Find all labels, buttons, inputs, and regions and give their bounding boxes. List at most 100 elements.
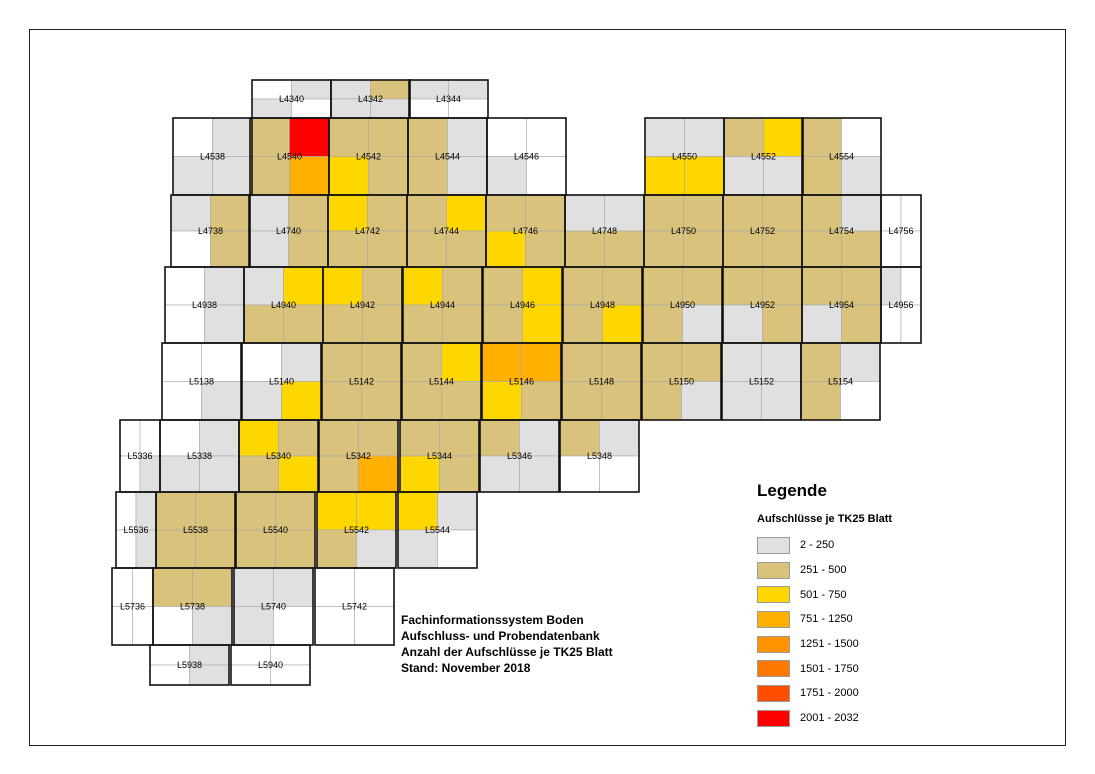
legend-item: 1751 - 2000	[757, 681, 987, 706]
sheet-label: L5544	[425, 525, 450, 535]
sheet-quadrant	[840, 342, 881, 382]
legend-item: 1501 - 1750	[757, 656, 987, 681]
sheet-label: L5140	[269, 377, 294, 387]
sheet-quadrant	[526, 156, 567, 196]
sheet-quadrant	[525, 230, 566, 268]
sheet-quadrant	[111, 606, 133, 646]
sheet-quadrant	[316, 491, 357, 531]
sheet-quadrant	[562, 304, 603, 344]
sheet-quadrant	[248, 230, 289, 268]
sheet-quadrant	[281, 381, 322, 421]
map-info-text: Fachinformationssystem Boden Aufschluss-…	[401, 612, 613, 676]
sheet-label: L4546	[514, 152, 539, 162]
sheet-quadrant	[204, 304, 245, 344]
sheet-quadrant	[233, 606, 274, 646]
sheet-label: L5142	[349, 377, 374, 387]
sheet-border	[314, 567, 395, 646]
sheet-quadrant	[161, 342, 202, 382]
sheet-label: L5536	[123, 525, 148, 535]
sheet-border	[230, 644, 311, 686]
sheet-label: L5148	[589, 377, 614, 387]
legend-item-label: 2001 - 2032	[800, 712, 859, 725]
sheet-quadrant	[201, 381, 242, 421]
sheet-quadrant	[482, 304, 523, 344]
sheet-quadrant	[479, 455, 520, 493]
sheet-quadrant	[368, 117, 409, 157]
sheet-quadrant	[273, 606, 314, 646]
sheet-quadrant	[486, 156, 527, 196]
sheet-quadrant	[721, 342, 762, 382]
sheet-label: L4954	[829, 300, 854, 310]
sheet-quadrant	[407, 156, 448, 196]
sheet-quadrant	[249, 117, 290, 157]
sheet-label: L4948	[590, 300, 615, 310]
sheet-quadrant	[604, 230, 645, 268]
sheet-label: L4738	[198, 226, 223, 236]
sheet-label: L4544	[435, 152, 460, 162]
sheet-quadrant	[762, 304, 803, 344]
sheet-quadrant	[243, 304, 284, 344]
sheet-quadrant	[397, 529, 438, 569]
sheet-quadrant	[139, 455, 161, 493]
sheet-quadrant	[762, 230, 803, 268]
sheet-quadrant	[249, 156, 290, 196]
sheet-label: L4944	[430, 300, 455, 310]
sheet-label: L4754	[829, 226, 854, 236]
legend-items: 2 - 250 251 - 500 501 - 750 751 - 1250 1…	[757, 533, 987, 731]
sheet-quadrant	[288, 194, 329, 232]
sheet-label: L4950	[670, 300, 695, 310]
sheet-quadrant	[328, 156, 369, 196]
legend-item: 501 - 750	[757, 582, 987, 607]
sheet-border	[559, 419, 640, 493]
sheet-quadrant	[722, 304, 763, 344]
sheet-quadrant	[644, 156, 685, 196]
sheet-quadrant	[288, 230, 329, 268]
sheet-quadrant	[401, 381, 442, 421]
sheet-label: L4540	[277, 152, 302, 162]
sheet-label: L4554	[829, 152, 854, 162]
sheet-border	[397, 491, 478, 569]
sheet-quadrant	[722, 194, 763, 232]
sheet-quadrant	[328, 117, 369, 157]
sheet-quadrant	[135, 529, 157, 569]
sheet-quadrant	[442, 304, 483, 344]
sheet-quadrant	[318, 455, 359, 493]
sheet-label: L4552	[751, 152, 776, 162]
sheet-quadrant	[278, 455, 319, 493]
legend-swatch	[757, 635, 790, 653]
sheet-quadrant	[441, 381, 482, 421]
sheet-quadrant	[681, 381, 722, 421]
sheet-quadrant	[441, 342, 482, 382]
sheet-quadrant	[119, 455, 141, 493]
sheet-quadrant	[723, 156, 764, 196]
sheet-label: L5340	[266, 451, 291, 461]
sheet-quadrant	[212, 156, 253, 196]
sheet-quadrant	[599, 455, 640, 493]
sheet-quadrant	[447, 156, 488, 196]
sheet-quadrant	[841, 117, 882, 157]
sheet-label: L4344	[436, 94, 461, 104]
sheet-quadrant	[368, 156, 409, 196]
sheet-label: L5150	[669, 377, 694, 387]
sheet-label: L4942	[350, 300, 375, 310]
sheet-quadrant	[801, 304, 842, 344]
sheet-label: L4542	[356, 152, 381, 162]
sheet-quadrant	[210, 230, 251, 268]
sheet-quadrant	[763, 156, 804, 196]
legend: Legende Aufschlüsse je TK25 Blatt 2 - 25…	[757, 481, 987, 731]
sheet-border	[641, 342, 722, 421]
sheet-quadrant	[439, 455, 480, 493]
sheet-quadrant	[275, 491, 316, 531]
legend-item: 251 - 500	[757, 558, 987, 583]
sheet-label: L5740	[261, 602, 286, 612]
sheet-quadrant	[641, 342, 682, 382]
sheet-label: L5940	[258, 660, 283, 670]
sheet-quadrant	[172, 156, 213, 196]
sheet-label: L4748	[592, 226, 617, 236]
legend-item: 2001 - 2032	[757, 706, 987, 731]
sheet-quadrant	[683, 230, 724, 268]
sheet-quadrant	[446, 230, 487, 268]
legend-item-label: 751 - 1250	[800, 613, 853, 626]
sheet-quadrant	[643, 230, 684, 268]
